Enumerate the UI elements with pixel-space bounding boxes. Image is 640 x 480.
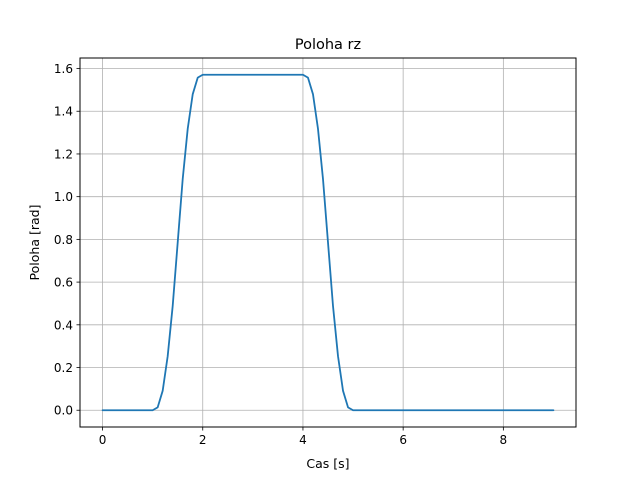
x-axis-label: Cas [s] xyxy=(306,456,349,471)
y-tick-label: 0.4 xyxy=(54,318,73,332)
x-tick-label: 6 xyxy=(399,433,407,447)
y-tick-label: 1.4 xyxy=(54,105,73,119)
plot-frame xyxy=(79,57,577,428)
y-tick-label: 0.8 xyxy=(54,233,73,247)
y-axis-ticks: 0.0 0.2 0.4 0.6 0.8 1.0 1.2 1.4 1.6 xyxy=(54,62,80,418)
y-axis-label: Poloha [rad] xyxy=(27,205,42,281)
x-axis-ticks: 0 2 4 6 8 xyxy=(99,427,507,447)
x-tick-label: 0 xyxy=(99,433,107,447)
y-tick-label: 1.6 xyxy=(54,62,73,76)
y-tick-label: 1.0 xyxy=(54,190,73,204)
series-line xyxy=(101,73,555,412)
y-tick-label: 1.2 xyxy=(54,147,73,161)
x-tick-label: 8 xyxy=(500,433,508,447)
x-tick-label: 4 xyxy=(299,433,307,447)
y-tick-label: 0.6 xyxy=(54,276,73,290)
y-tick-label: 0.2 xyxy=(54,361,73,375)
x-tick-label: 2 xyxy=(199,433,207,447)
grid-lines xyxy=(80,58,576,427)
chart-title: Poloha rz xyxy=(295,37,361,53)
y-tick-label: 0.0 xyxy=(54,404,73,418)
series-layer xyxy=(101,73,555,412)
